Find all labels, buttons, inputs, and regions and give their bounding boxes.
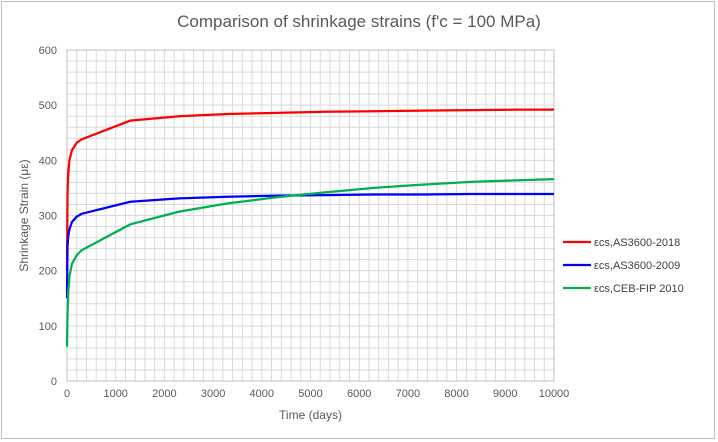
- x-tick-label: 1000: [103, 388, 127, 400]
- y-axis-title: Shrinkage Strain (με): [17, 159, 31, 271]
- legend: εcs,AS3600-2018 εcs,AS3600-2009 εcs,CEB-FI…: [563, 237, 684, 295]
- x-tick-label: 8000: [444, 388, 468, 400]
- x-tick-label: 5000: [298, 388, 322, 400]
- series-line-3: [65, 177, 555, 347]
- legend-label-3: εcs,CEB-FIP 2010: [594, 283, 684, 295]
- series-line-1: [65, 108, 554, 271]
- x-tick-label: 3000: [201, 388, 225, 400]
- series-line-2: [65, 192, 554, 299]
- x-tick-label: 9000: [493, 388, 517, 400]
- x-tick-label: 10000: [539, 388, 570, 400]
- y-tick-label: 500: [39, 100, 57, 112]
- y-tick-label: 400: [39, 155, 57, 167]
- x-tick-label: 4000: [250, 388, 274, 400]
- legend-label-2: εcs,AS3600-2009: [594, 260, 680, 272]
- x-tick-label: 7000: [396, 388, 420, 400]
- tick-layer: 0 1000 2000 3000 4000 5000 6000 7000 8000 9000 100…: [39, 45, 570, 400]
- series-layer: [65, 108, 555, 347]
- x-tick-label: 0: [64, 388, 70, 400]
- y-tick-label: 100: [39, 321, 57, 333]
- legend-label-1: εcs,AS3600-2018: [594, 237, 680, 249]
- chart-title: Comparison of shrinkage strains (f'c = 1…: [177, 12, 541, 31]
- y-tick-label: 300: [39, 211, 57, 223]
- x-tick-label: 6000: [347, 388, 371, 400]
- y-tick-label: 200: [39, 266, 57, 278]
- x-tick-label: 2000: [152, 388, 176, 400]
- y-tick-label: 600: [39, 45, 57, 57]
- x-axis-title: Time (days): [279, 408, 342, 422]
- y-tick-label: 0: [51, 376, 57, 388]
- grid-layer: [66, 49, 555, 382]
